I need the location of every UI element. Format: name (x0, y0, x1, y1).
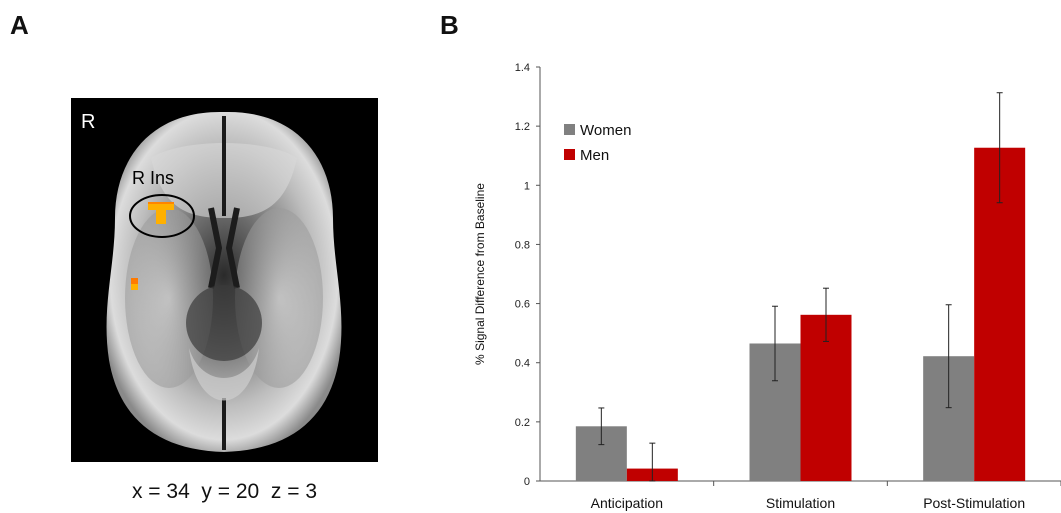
bar-men (800, 314, 852, 481)
activation-cluster-stem (156, 210, 166, 224)
bar-chart: 0 0.2 0.4 0.6 0.8 1 1.2 1.4 % Signal Difference … (460, 55, 1061, 513)
activation-cluster-small-2 (131, 284, 138, 290)
roi-circle (129, 194, 195, 238)
y-axis-title: % Signal Difference from Baseline (473, 183, 487, 365)
activation-cluster-small (131, 278, 138, 284)
right-white-matter (235, 208, 323, 388)
y-tick-label: 0.2 (515, 417, 530, 429)
x-category-label: Stimulation (766, 495, 835, 511)
legend-label-men: Men (580, 147, 609, 164)
ventricles (208, 207, 240, 289)
y-tick-label: 0.8 (515, 239, 530, 251)
roi-label: R Ins (132, 168, 174, 188)
y-tick-label: 1 (524, 180, 530, 192)
x-category-label: Anticipation (591, 495, 663, 511)
panel-a-label: A (10, 10, 29, 40)
legend-label-women: Women (580, 122, 631, 139)
panel-b-label: B (440, 10, 459, 40)
legend-swatch-women (564, 124, 575, 135)
legend-swatch-men (564, 149, 575, 160)
posterior-structure (189, 348, 259, 401)
hemisphere-label: R (81, 111, 95, 133)
left-white-matter (125, 208, 213, 388)
y-tick-label: 0.6 (515, 299, 530, 311)
central-gray (186, 285, 262, 361)
brain-axial-slice-image: R R Ins (71, 98, 378, 462)
mni-coordinates: x = 34 y = 20 z = 3 (131, 480, 318, 503)
y-tick-label: 1.4 (515, 62, 530, 74)
bar-chart-svg: 0 0.2 0.4 0.6 0.8 1 1.2 1.4 % Signal Difference … (473, 62, 1061, 511)
y-tick-label: 0.4 (515, 358, 530, 370)
activation-cluster-main (148, 202, 174, 210)
x-category-label: Post-Stimulation (923, 495, 1025, 511)
y-tick-label: 1.2 (515, 121, 530, 133)
y-tick-label: 0 (524, 476, 530, 488)
brain-slice-svg: R R Ins (81, 111, 342, 452)
activation-cluster-edge (148, 202, 174, 204)
bar-men (974, 147, 1026, 481)
